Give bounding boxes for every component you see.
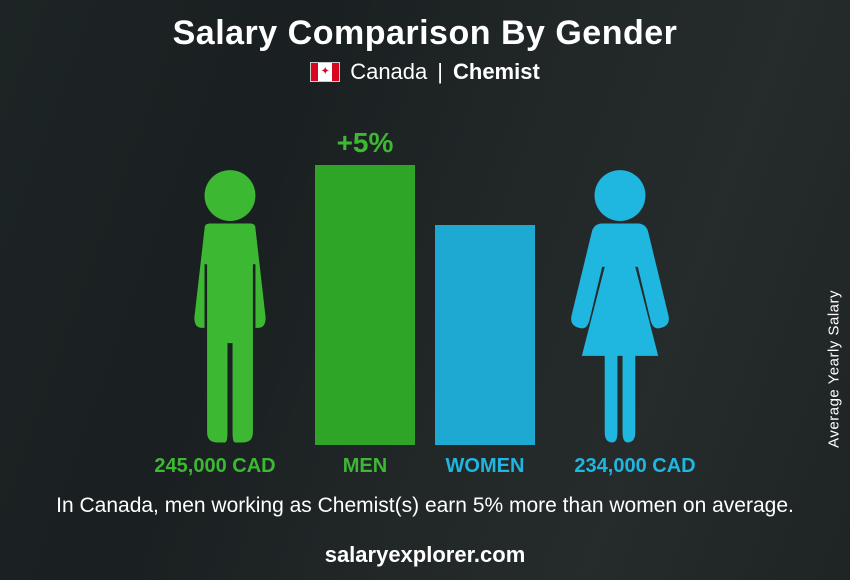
page-title: Salary Comparison By Gender <box>0 0 850 53</box>
women-salary-label: 234,000 CAD <box>555 455 715 478</box>
job-label: Chemist <box>453 59 540 85</box>
description-text: In Canada, men working as Chemist(s) ear… <box>0 492 850 520</box>
men-bar-column: +5% <box>315 127 415 445</box>
women-gender-label: WOMEN <box>435 455 535 478</box>
separator: | <box>437 59 443 85</box>
comparison-chart: +5% <box>0 105 850 445</box>
canada-flag-icon: ✦ <box>310 62 340 82</box>
women-bar <box>435 225 535 445</box>
footer-source: salaryexplorer.com <box>0 542 850 568</box>
men-gender-label: MEN <box>315 455 415 478</box>
y-axis-label: Average Yearly Salary <box>826 290 843 448</box>
female-icon <box>555 165 685 445</box>
subtitle: ✦ Canada | Chemist <box>0 59 850 85</box>
men-icon-column <box>165 165 295 445</box>
pct-diff-label: +5% <box>337 127 394 159</box>
country-label: Canada <box>350 59 427 85</box>
men-salary-label: 245,000 CAD <box>135 455 295 478</box>
male-icon <box>165 165 295 445</box>
women-bar-column <box>435 225 535 445</box>
women-icon-column <box>555 165 685 445</box>
men-bar <box>315 165 415 445</box>
labels-row: 245,000 CAD MEN WOMEN 234,000 CAD <box>0 455 850 478</box>
